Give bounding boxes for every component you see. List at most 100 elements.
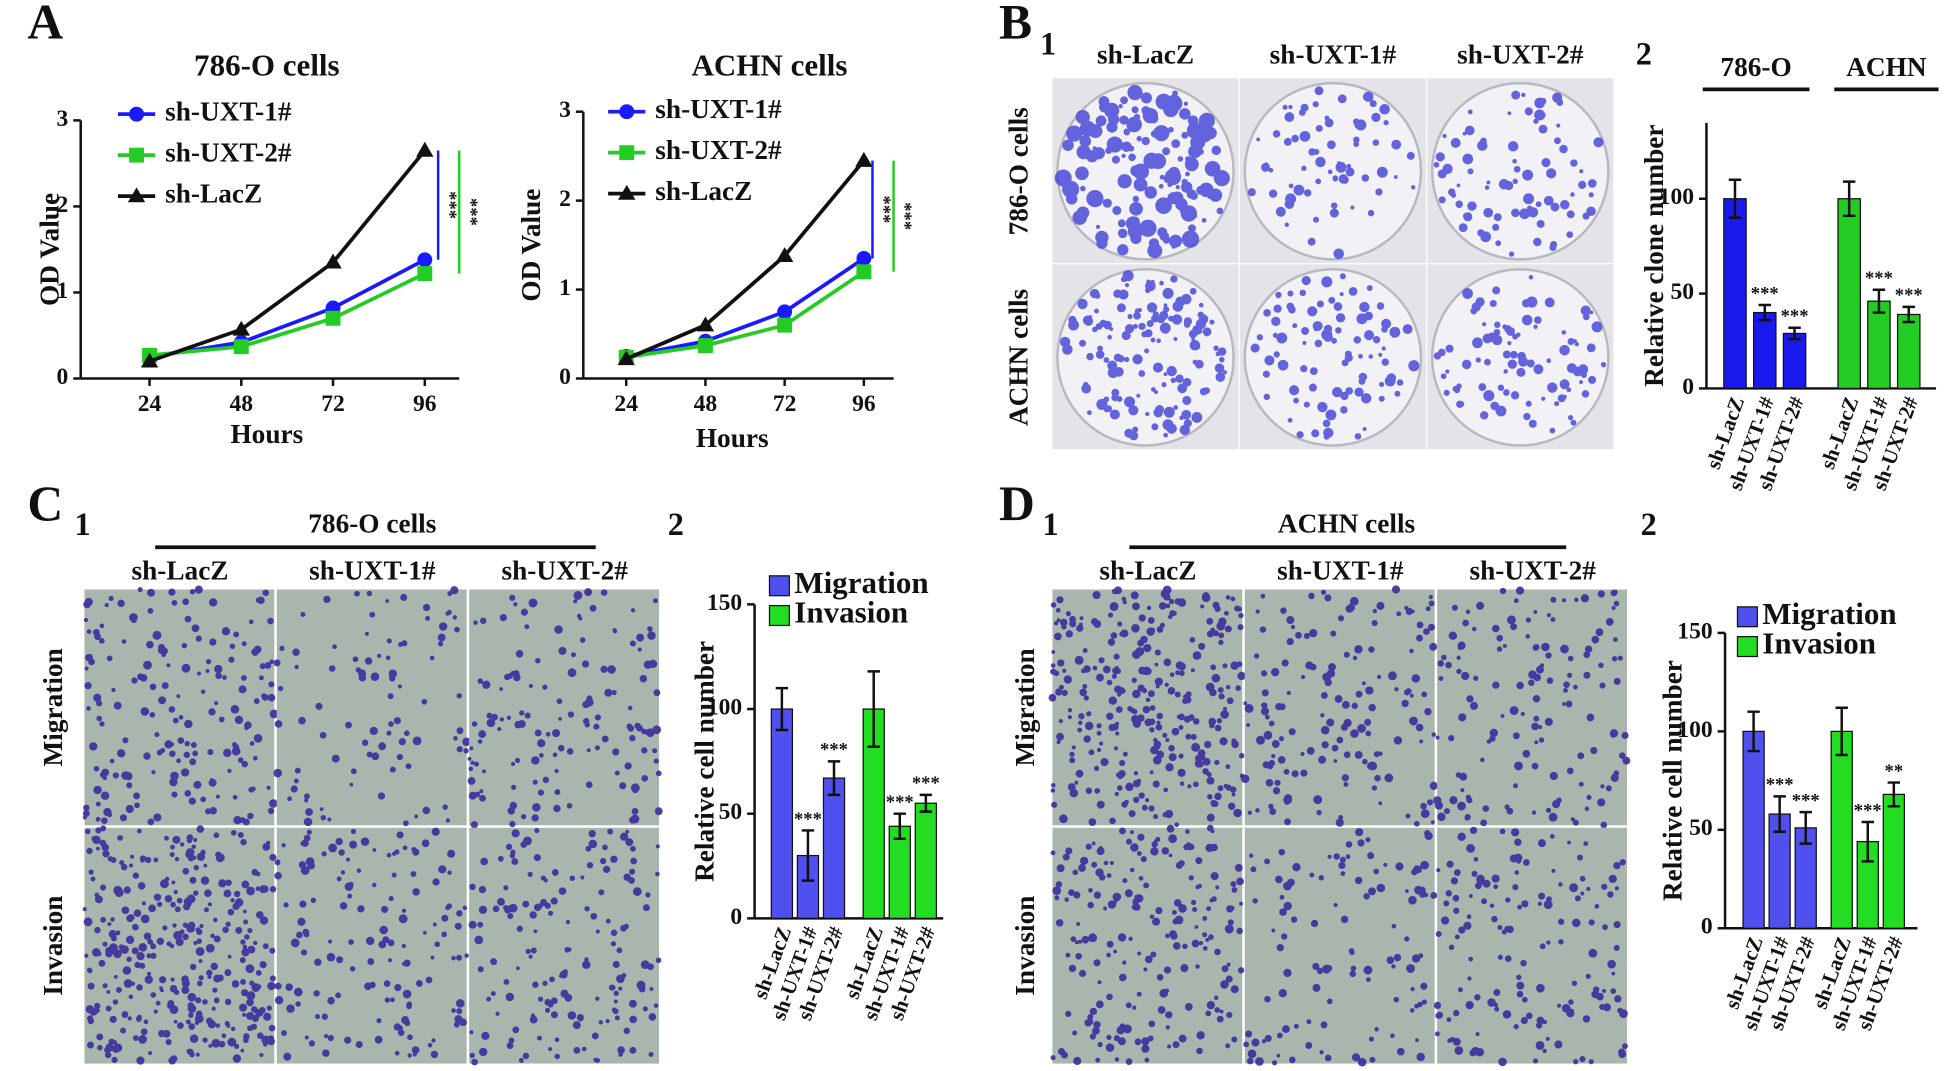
legend-label: Invasion [1762,626,1876,661]
legend-swatch [768,575,790,597]
series-line [625,270,865,360]
marker [127,187,146,203]
bar [1742,730,1765,929]
significance: *** [439,191,460,219]
error-bar [1788,326,1801,341]
group-title: ACHN cells [1278,508,1415,538]
y-tick-label: 1 [57,278,69,304]
x-tick-label: 96 [852,391,876,417]
legend-swatch [1736,606,1758,628]
marker [233,339,249,355]
error-bar [893,812,906,841]
row-label: Migration [38,648,68,766]
x-tick-label: 24 [614,391,638,417]
sub-label: 2 [1636,35,1652,71]
photo [276,589,467,826]
y-tick-label: 2 [57,192,69,218]
cells [82,825,277,1065]
panel-label: C [27,476,63,531]
y-tick-label: 0 [57,364,69,390]
chart-title: 786-O cells [194,47,340,82]
column-label: sh-LacZ [1097,39,1194,69]
y-tick-label: 3 [57,106,69,132]
y-axis-label: OD Value [516,189,546,302]
bar [1867,300,1891,390]
y-axis-label: Relative cell number [1658,660,1688,901]
x-tick-label: 72 [773,391,797,417]
series-line [149,271,426,358]
bar [1782,332,1807,390]
y-tick-label: 50 [1670,279,1694,305]
significance: ** [1885,761,1904,782]
significance: *** [894,202,915,230]
error-bar [1835,706,1848,757]
significance: *** [1895,285,1923,306]
y-tick-label: 100 [1677,717,1712,743]
bar [822,777,846,919]
legend-label: Invasion [794,595,908,630]
colonies [1054,84,1230,259]
row-label: Invasion [1010,896,1040,996]
significance: *** [794,809,822,830]
marker [775,247,794,262]
series-line [625,159,866,361]
column-label: sh-LacZ [1099,556,1196,586]
error-bar [1902,305,1915,324]
row-label: 786-O cells [1004,107,1034,235]
significance: *** [1751,283,1779,304]
y-tick-label: 0 [730,904,742,930]
y-tick-label: 50 [719,799,743,825]
x-tick-label: 24 [138,391,162,417]
x-tick-label: 72 [321,391,345,417]
cells [1433,826,1628,1067]
row-label: Migration [1010,648,1040,766]
significance: *** [1865,268,1893,289]
error-bar [1887,781,1901,808]
error-bar [867,670,880,748]
plate [1243,81,1423,261]
y-axis-label: Relative cell number [690,641,720,882]
photo [1437,827,1628,1064]
x-tick-label: 48 [230,391,254,417]
row-label: Invasion [38,896,68,996]
cells [1048,585,1246,828]
column-label: sh-UXT-2# [501,556,628,586]
bar [1882,793,1906,929]
marker [417,252,433,268]
x-axis-label: Hours [230,419,303,449]
marker [129,106,144,122]
column-label: sh-UXT-1# [309,556,436,586]
photo [1437,589,1628,826]
photo [469,589,660,826]
legend-swatch [768,604,790,627]
marker [619,145,635,161]
marker [129,147,144,163]
bar [914,802,938,919]
error-bar [1799,810,1812,845]
bar [1830,730,1853,929]
panel-label: D [999,476,1035,531]
sub-label: 2 [1641,506,1657,542]
significance: *** [1781,306,1809,327]
error-bar [1861,820,1874,863]
legend-label: sh-UXT-2# [165,137,292,167]
marker [417,266,433,281]
y-tick-label: 100 [707,694,742,720]
legend-label: sh-UXT-2# [655,135,782,165]
significance: *** [460,198,481,226]
y-tick-label: 50 [1689,815,1713,841]
marker [856,250,872,266]
legend-label: sh-LacZ [165,178,262,208]
significance: *** [873,196,894,224]
significance: *** [912,773,940,794]
significance: *** [1792,790,1820,811]
x-axis-label: Hours [696,423,769,453]
colonies [1250,273,1420,440]
significance: *** [1854,800,1882,821]
photo [84,589,275,826]
series-line [625,256,865,359]
row-label: ACHN cells [1004,289,1034,426]
marker [697,338,713,354]
legend-label: sh-UXT-1# [165,96,292,126]
error-bar [1758,303,1771,322]
